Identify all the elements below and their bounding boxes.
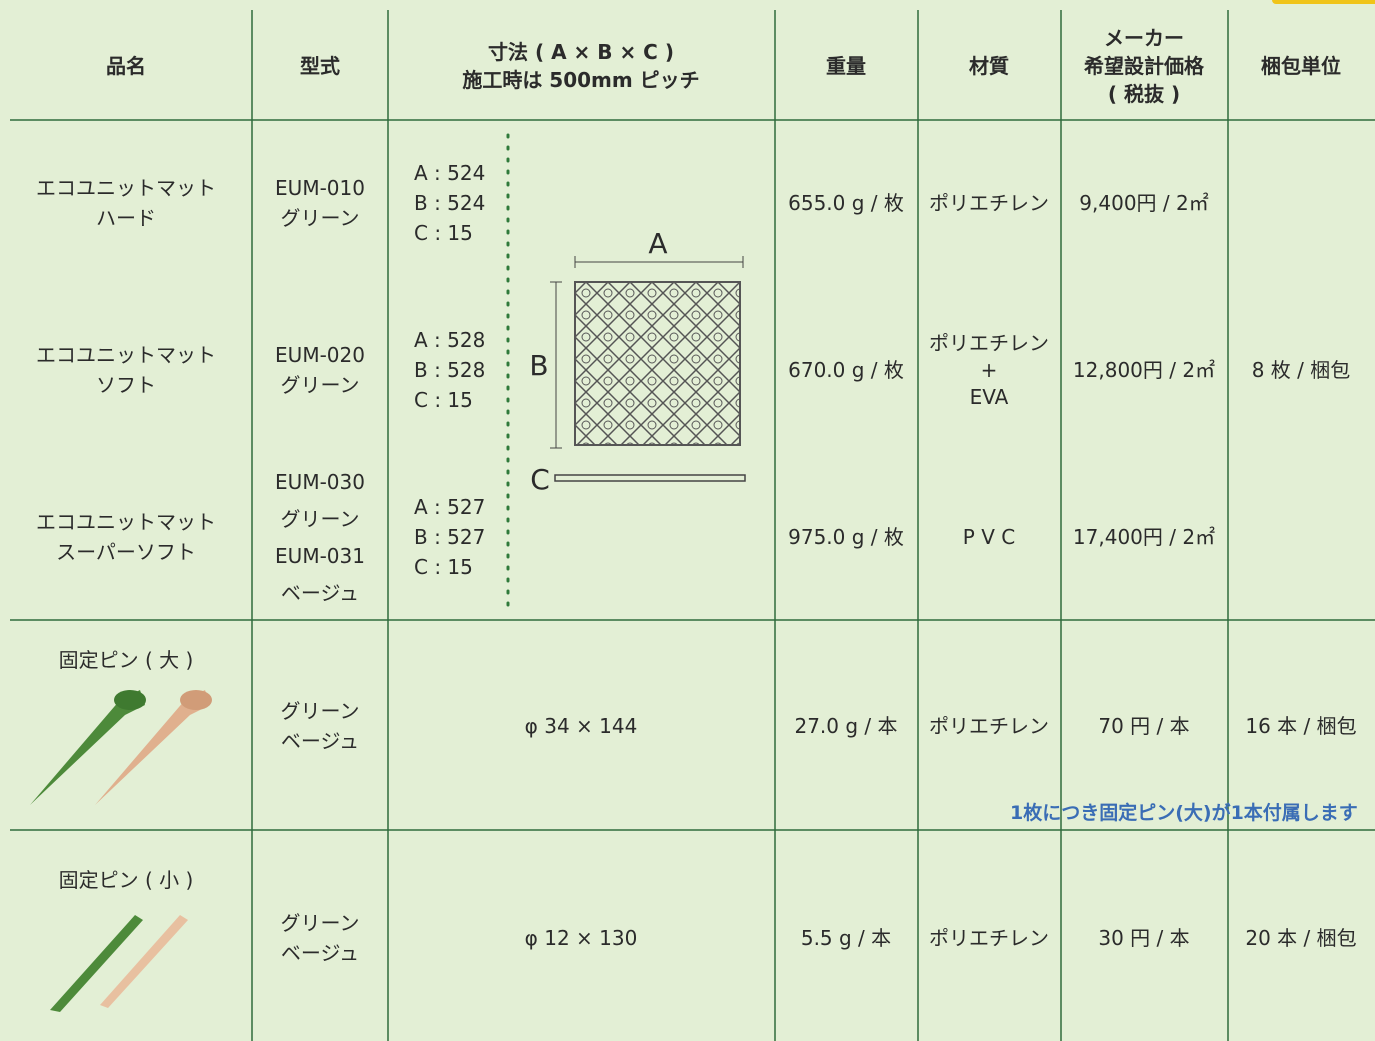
price: 70 円 / 本	[1098, 714, 1190, 738]
header-cell: メーカー	[1104, 26, 1184, 50]
dimension: C : 15	[414, 388, 473, 412]
model: EUM-010	[275, 176, 365, 200]
price: 30 円 / 本	[1098, 926, 1190, 950]
product-name: ハード	[96, 206, 156, 230]
header-cell: 梱包単位	[1261, 54, 1341, 78]
dimension: B : 524	[414, 191, 486, 215]
model: グリーン	[280, 206, 360, 230]
product-name: 固定ピン ( 小 )	[58, 868, 194, 892]
diagram-label: A	[648, 227, 668, 260]
dimension: B : 527	[414, 525, 486, 549]
material: EVA	[969, 385, 1009, 409]
pin-large-image	[30, 690, 212, 805]
header-cell: 型式	[300, 54, 340, 78]
dimension: C : 15	[414, 555, 473, 579]
dimension: C : 15	[414, 221, 473, 245]
size: φ 12 × 130	[524, 926, 638, 950]
packaging: 20 本 / 梱包	[1245, 926, 1357, 950]
header-cell: ( 税抜 )	[1107, 82, 1181, 106]
model: グリーン	[280, 373, 360, 397]
note: 1枚につき固定ピン(大)が1本付属します	[1010, 802, 1358, 824]
header-cell: 材質	[969, 54, 1009, 78]
model: ベージュ	[280, 941, 360, 965]
material: P V C	[962, 525, 1016, 549]
product-name: エコユニットマット	[36, 343, 216, 367]
product-name: エコユニットマット	[36, 510, 216, 534]
header-cell: 希望設計価格	[1084, 54, 1204, 78]
dimension: A : 528	[414, 328, 486, 352]
size: φ 34 × 144	[524, 714, 638, 738]
tab-corner	[1272, 0, 1375, 4]
material: +	[980, 358, 998, 382]
header-cell: 寸法 ( A × B × C )	[488, 40, 674, 64]
model: EUM-020	[275, 343, 365, 367]
header-cell: 品名	[106, 54, 146, 78]
dimension: A : 527	[414, 495, 486, 519]
price: 9,400円 / 2㎡	[1079, 191, 1209, 215]
weight: 5.5 g / 本	[800, 926, 892, 950]
model: グリーン	[280, 911, 360, 935]
price: 12,800円 / 2㎡	[1072, 358, 1216, 382]
material: ポリエチレン	[929, 191, 1049, 215]
mat-diagram	[550, 256, 746, 482]
product-name: スーパーソフト	[56, 540, 196, 564]
price: 17,400円 / 2㎡	[1072, 525, 1216, 549]
product-name: ソフト	[96, 373, 156, 397]
product-name: 固定ピン ( 大 )	[58, 648, 194, 672]
product-name: エコユニットマット	[36, 176, 216, 200]
diagram-label: B	[529, 349, 549, 382]
header-cell: 重量	[826, 54, 866, 78]
diagram-label: C	[530, 463, 550, 496]
material: ポリエチレン	[929, 926, 1049, 950]
weight: 670.0 g / 枚	[788, 358, 904, 382]
model: EUM-030	[275, 469, 365, 494]
model: ベージュ	[280, 580, 360, 605]
model: EUM-031	[275, 543, 365, 568]
dimension: A : 524	[414, 161, 486, 185]
weight: 975.0 g / 枚	[788, 525, 904, 549]
dimension: B : 528	[414, 358, 486, 382]
packaging: 8 枚 / 梱包	[1251, 358, 1351, 382]
header-cell: 施工時は 500mm ピッチ	[462, 68, 700, 92]
material: ポリエチレン	[929, 714, 1049, 738]
grid-lines	[10, 10, 1375, 1041]
weight: 655.0 g / 枚	[788, 191, 904, 215]
model: グリーン	[280, 506, 360, 531]
pin-small-image	[50, 915, 188, 1012]
model: グリーン	[280, 699, 360, 723]
material: ポリエチレン	[929, 331, 1049, 355]
packaging: 16 本 / 梱包	[1245, 714, 1357, 738]
weight: 27.0 g / 本	[794, 714, 898, 738]
model: ベージュ	[280, 729, 360, 753]
